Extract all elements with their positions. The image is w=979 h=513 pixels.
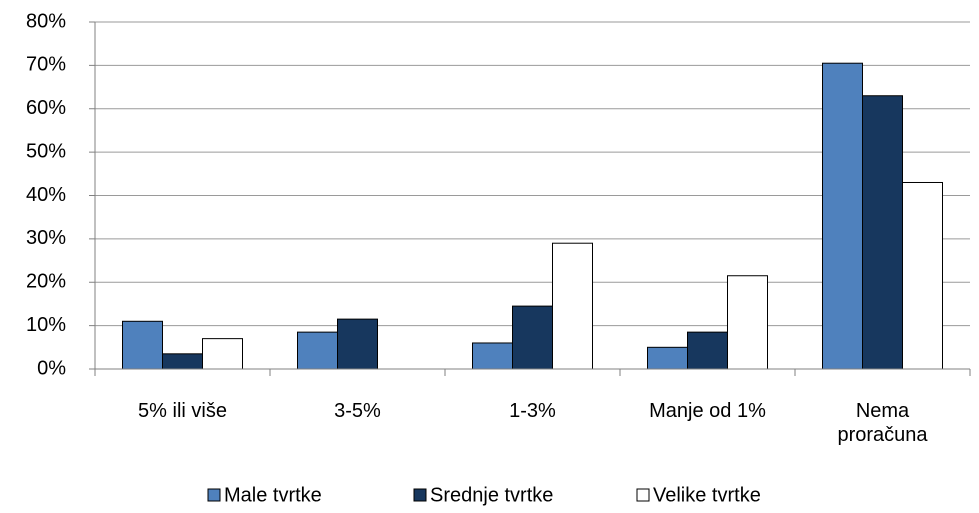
bar	[202, 338, 243, 370]
y-tick-label: 50%	[26, 140, 66, 162]
y-tick-label: 10%	[26, 314, 66, 336]
y-tick-label: 80%	[26, 10, 66, 32]
bar	[647, 346, 688, 370]
y-tick-label: 60%	[26, 97, 66, 119]
y-tick-label: 0%	[37, 357, 66, 379]
bar	[162, 353, 203, 370]
bar	[687, 331, 728, 370]
x-tick-label: Manje od 1%	[649, 400, 766, 422]
x-tick-label: Nema proračuna	[837, 400, 928, 446]
legend-swatch	[636, 488, 650, 502]
legend-label: Srednje tvrtke	[430, 484, 553, 506]
y-tick-label: 30%	[26, 227, 66, 249]
legend-swatch	[413, 488, 427, 502]
legend-label: Velike tvrtke	[653, 484, 761, 506]
bar	[512, 305, 553, 370]
x-tick-label: 1-3%	[509, 400, 556, 422]
bar	[902, 181, 943, 370]
bar	[472, 342, 513, 370]
x-tick-label: 5% ili više	[138, 400, 227, 422]
y-tick-label: 40%	[26, 184, 66, 206]
y-tick-label: 20%	[26, 271, 66, 293]
bar	[727, 275, 768, 370]
bar	[822, 62, 863, 370]
bar	[337, 318, 378, 370]
y-tick-label: 70%	[26, 54, 66, 76]
legend-label: Male tvrtke	[224, 484, 322, 506]
bar	[122, 320, 163, 370]
legend-swatch	[207, 488, 221, 502]
bar	[862, 95, 903, 370]
bar	[297, 331, 338, 370]
bar	[552, 242, 593, 370]
x-tick-label: 3-5%	[334, 400, 381, 422]
